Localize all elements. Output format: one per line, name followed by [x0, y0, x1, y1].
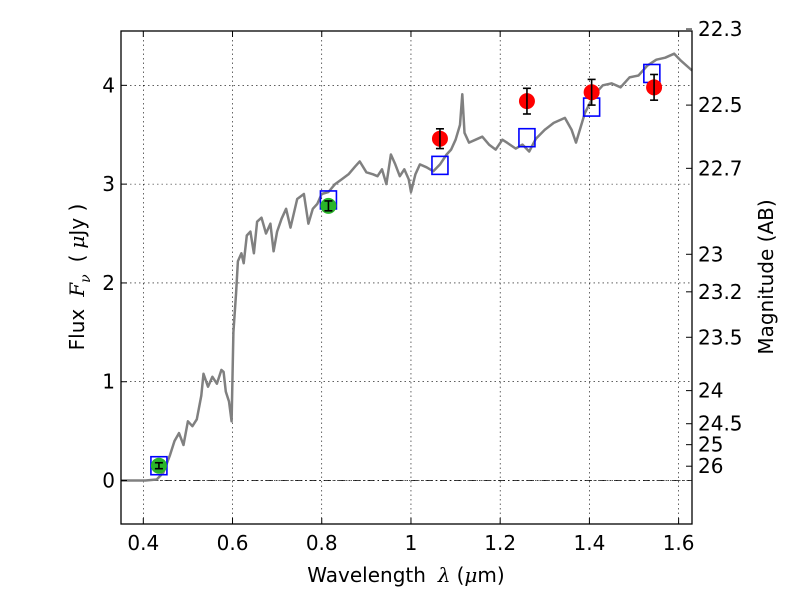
x-axis-title-symbol: λ — [437, 563, 451, 587]
magnitude-tick-label: 23 — [698, 242, 723, 266]
x-tick-label: 1.2 — [484, 531, 516, 555]
magnitude-tick-label: 24.5 — [698, 412, 743, 436]
y-tick-label: 1 — [102, 370, 115, 394]
model-sed-line — [121, 52, 693, 482]
magnitude-tick-label: 25 — [698, 433, 723, 457]
x-axis-title-paren: ( — [457, 563, 465, 587]
y-axis-title-mu: μ — [65, 236, 89, 249]
model-bandpass-box — [518, 127, 536, 148]
magnitude-tick-label: 22.7 — [698, 156, 743, 180]
magnitude-tick-label: 23.5 — [698, 325, 743, 349]
x-axis-title-word: Wavelength — [307, 563, 426, 587]
x-axis-title: Wavelength λ (μm) — [307, 563, 504, 587]
x-axis-title-unit: m) — [477, 563, 504, 587]
magnitude-tick-label: 23.2 — [698, 280, 743, 304]
y-tick-label: 3 — [102, 172, 115, 196]
x-tick-label: 1.6 — [663, 531, 695, 555]
x-tick-label: 0.8 — [306, 531, 338, 555]
observed-points — [150, 73, 663, 474]
plot-background — [121, 31, 692, 524]
x-tick-label: 0.4 — [127, 531, 159, 555]
y-axis-title-unit: Jy ) — [65, 204, 89, 238]
y-tick-label: 0 — [102, 469, 115, 493]
y-axis-title-subscript: ν — [78, 274, 94, 283]
model-sed-curve — [121, 52, 693, 482]
magnitude-tick-label: 26 — [698, 454, 723, 478]
x-tick-label: 1.4 — [573, 531, 605, 555]
magnitude-axis-title: Magnitude (AB) — [754, 199, 778, 354]
x-axis-title-mu: μ — [464, 563, 477, 587]
y-axis-title-paren: ( — [65, 255, 89, 263]
x-tick-label: 0.6 — [217, 531, 249, 555]
y-axis-title-word: Flux — [65, 309, 89, 351]
y-tick-label: 4 — [102, 73, 115, 97]
x-axis-ticks: 0.4 0.6 0.8 1 1.2 1.4 1.6 — [127, 31, 695, 555]
y-tick-label: 2 — [102, 271, 115, 295]
magnitude-tick-label: 24 — [698, 379, 723, 403]
model-bandpass-box — [431, 155, 449, 176]
y-axis-title-symbol: F — [65, 282, 89, 298]
plot-frame — [120, 30, 693, 525]
magnitude-tick-label: 22.5 — [698, 93, 743, 117]
y-axis-ticks: 0 1 2 3 4 — [102, 73, 127, 493]
magnitude-tick-label: 22.3 — [698, 17, 743, 41]
y-axis-title: Flux Fν ( μJy ) — [65, 204, 94, 351]
x-tick-label: 1 — [405, 531, 418, 555]
